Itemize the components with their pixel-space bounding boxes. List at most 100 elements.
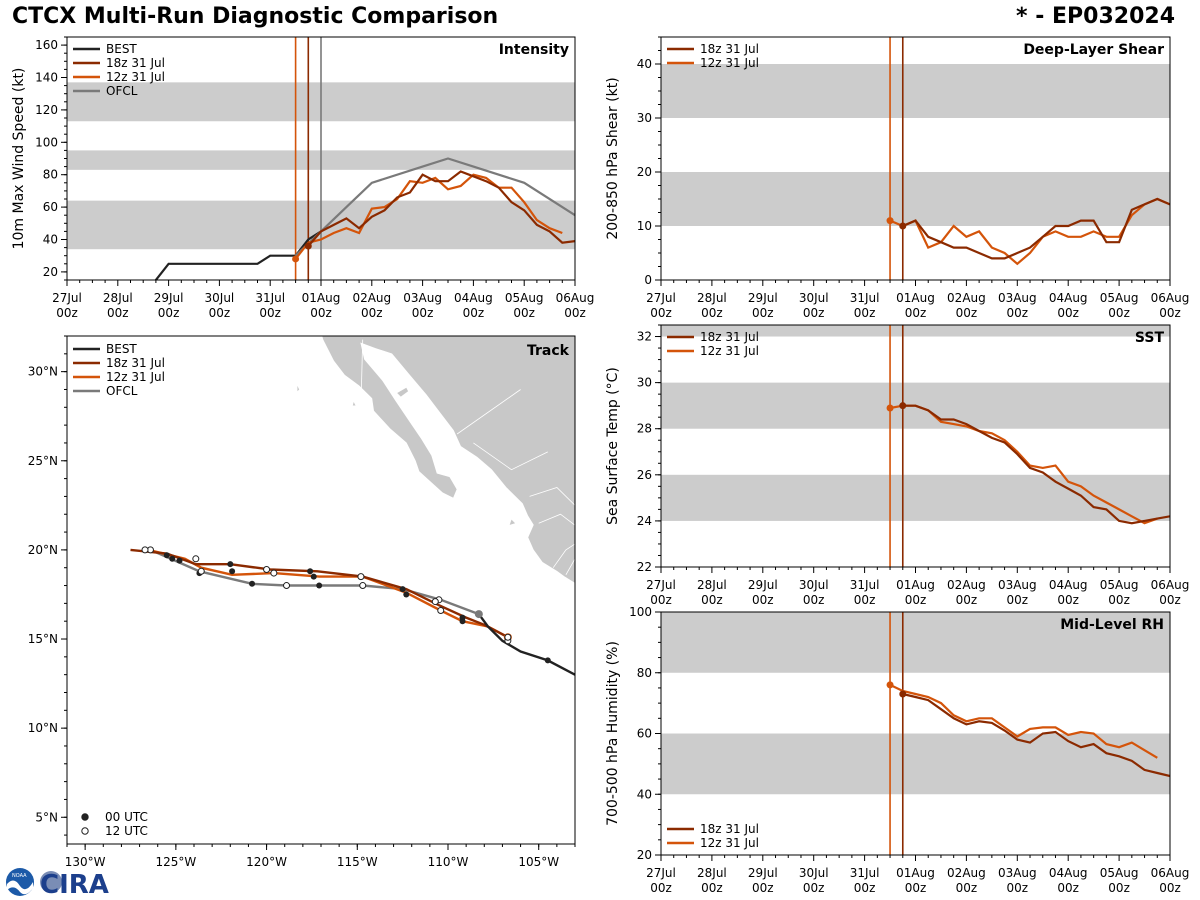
x-tick-label-hour: 00z (956, 881, 978, 895)
series-start-marker (886, 217, 894, 225)
series-start-marker (886, 681, 894, 689)
shaded-band (661, 474, 1170, 521)
x-tick-label-date: 03Aug (998, 866, 1037, 880)
legend-label: 12z 31 Jul (700, 344, 759, 358)
y-tick-label: 28 (637, 422, 652, 436)
y-tick-label: 30 (637, 111, 652, 125)
x-tick-label-hour: 00z (956, 593, 978, 607)
y-tick-label: 160 (35, 38, 58, 52)
marker-legend-label: 00 UTC (105, 810, 148, 824)
track-line (130, 548, 509, 639)
position-12utc-marker (197, 567, 205, 575)
x-tick-label-date: 28Jul (697, 578, 727, 592)
legend-label: 18z 31 Jul (700, 42, 759, 56)
x-tick-label-hour: 00z (1057, 881, 1079, 895)
x-tick-label-date: 02Aug (947, 866, 986, 880)
x-tick-label-date: 04Aug (1049, 578, 1088, 592)
rh-panel: 27Jul00z28Jul00z29Jul00z30Jul00z31Jul00z… (605, 605, 1189, 895)
x-tick-label-hour: 00z (752, 306, 774, 320)
y-tick-label: 80 (637, 666, 652, 680)
y-tick-label: 60 (43, 200, 58, 214)
legend-label: 12z 31 Jul (700, 56, 759, 70)
x-tick-label-date: 27Jul (646, 866, 676, 880)
x-tick-label-date: 30Jul (799, 578, 829, 592)
position-00utc-marker (310, 573, 317, 580)
legend-label: BEST (106, 342, 137, 356)
legend-label: 18z 31 Jul (700, 330, 759, 344)
x-tick-label-hour: 00z (1159, 306, 1181, 320)
x-tick-label-date: 29Jul (154, 291, 184, 305)
x-tick-label-hour: 00z (854, 306, 876, 320)
series-line (902, 197, 1170, 260)
x-tick-label-date: 28Jul (697, 291, 727, 305)
position-12utc-marker (141, 546, 149, 554)
x-tick-label-hour: 00z (412, 306, 434, 320)
x-tick-label-hour: 00z (107, 306, 129, 320)
state-border (360, 339, 364, 408)
page-title: CTCX Multi-Run Diagnostic Comparison (12, 4, 499, 29)
position-00utc-marker (227, 561, 234, 568)
legend-label: 12z 31 Jul (106, 70, 165, 84)
legend-label: OFCL (106, 84, 138, 98)
y-tick-label: 140 (35, 71, 58, 85)
legend-label: 12z 31 Jul (106, 370, 165, 384)
x-tick-label-hour: 00z (310, 306, 332, 320)
position-00utc-marker (229, 568, 236, 575)
agency-logos: NOAA CIRA (6, 868, 109, 898)
x-tick-label-hour: 00z (854, 881, 876, 895)
series-start-marker (292, 255, 300, 263)
x-tick-label-hour: 00z (1057, 306, 1079, 320)
legend-label: 18z 31 Jul (106, 356, 165, 370)
x-tick-label-date: 02Aug (352, 291, 391, 305)
x-tick-label-date: 04Aug (1049, 291, 1088, 305)
island (509, 519, 516, 525)
y-tick-label: 10°N (28, 721, 58, 735)
y-tick-label: 40 (637, 787, 652, 801)
position-12utc-marker (270, 569, 278, 577)
series-start-marker (886, 404, 894, 412)
x-tick-label-hour: 00z (803, 306, 825, 320)
x-tick-label-date: 28Jul (697, 866, 727, 880)
y-tick-label: 20°N (28, 543, 58, 557)
y-tick-label: 120 (35, 103, 58, 117)
x-tick-label-date: 05Aug (1100, 578, 1139, 592)
x-tick-label-date: 30Jul (799, 866, 829, 880)
panel-title: Track (527, 343, 570, 359)
x-tick-label-date: 02Aug (947, 578, 986, 592)
series-line (154, 230, 322, 280)
position-00utc-marker (399, 586, 406, 593)
position-00utc-marker (403, 591, 410, 598)
x-tick-label-date: 05Aug (1100, 291, 1139, 305)
track-panel: 130°W 125°W 120°W 115°W 110°W 105°W 5°N 10°N 15°… (28, 335, 576, 869)
x-tick-label-hour: 00z (1159, 881, 1181, 895)
x-tick-label-hour: 00z (752, 881, 774, 895)
intensity-panel: 27Jul00z28Jul00z29Jul00z30Jul00z31Jul00z… (11, 36, 594, 320)
y-tick-label: 100 (629, 605, 652, 619)
x-tick-label-hour: 00z (905, 881, 927, 895)
x-tick-label-date: 31Jul (255, 291, 285, 305)
x-tick-label-date: 05Aug (505, 291, 544, 305)
storm-id: * - EP032024 (1016, 4, 1175, 29)
x-tick-label-date: 27Jul (646, 291, 676, 305)
x-tick-label-date: 03Aug (998, 578, 1037, 592)
series-line (294, 157, 575, 257)
series-line (902, 404, 1170, 525)
x-tick-label-hour: 00z (1108, 306, 1130, 320)
series-line (294, 173, 563, 260)
series-start-marker (899, 690, 907, 698)
x-tick-label-date: 29Jul (748, 578, 778, 592)
x-tick-label-hour: 00z (56, 306, 78, 320)
position-00utc-marker (544, 657, 551, 664)
noaa-wave-icon (7, 880, 33, 895)
y-tick-label: 26 (637, 468, 652, 482)
x-tick-label-date: 03Aug (403, 291, 442, 305)
legend-label: OFCL (106, 384, 138, 398)
x-tick-label-hour: 00z (513, 306, 535, 320)
y-axis-label: Sea Surface Temp (°C) (605, 367, 621, 525)
panel-title: Intensity (499, 42, 569, 58)
x-tick-label-hour: 00z (854, 593, 876, 607)
shaded-band (661, 325, 1170, 337)
legend-label: BEST (106, 42, 137, 56)
position-00utc-marker (163, 552, 170, 559)
cira-logo-text: CIRA (40, 870, 109, 898)
